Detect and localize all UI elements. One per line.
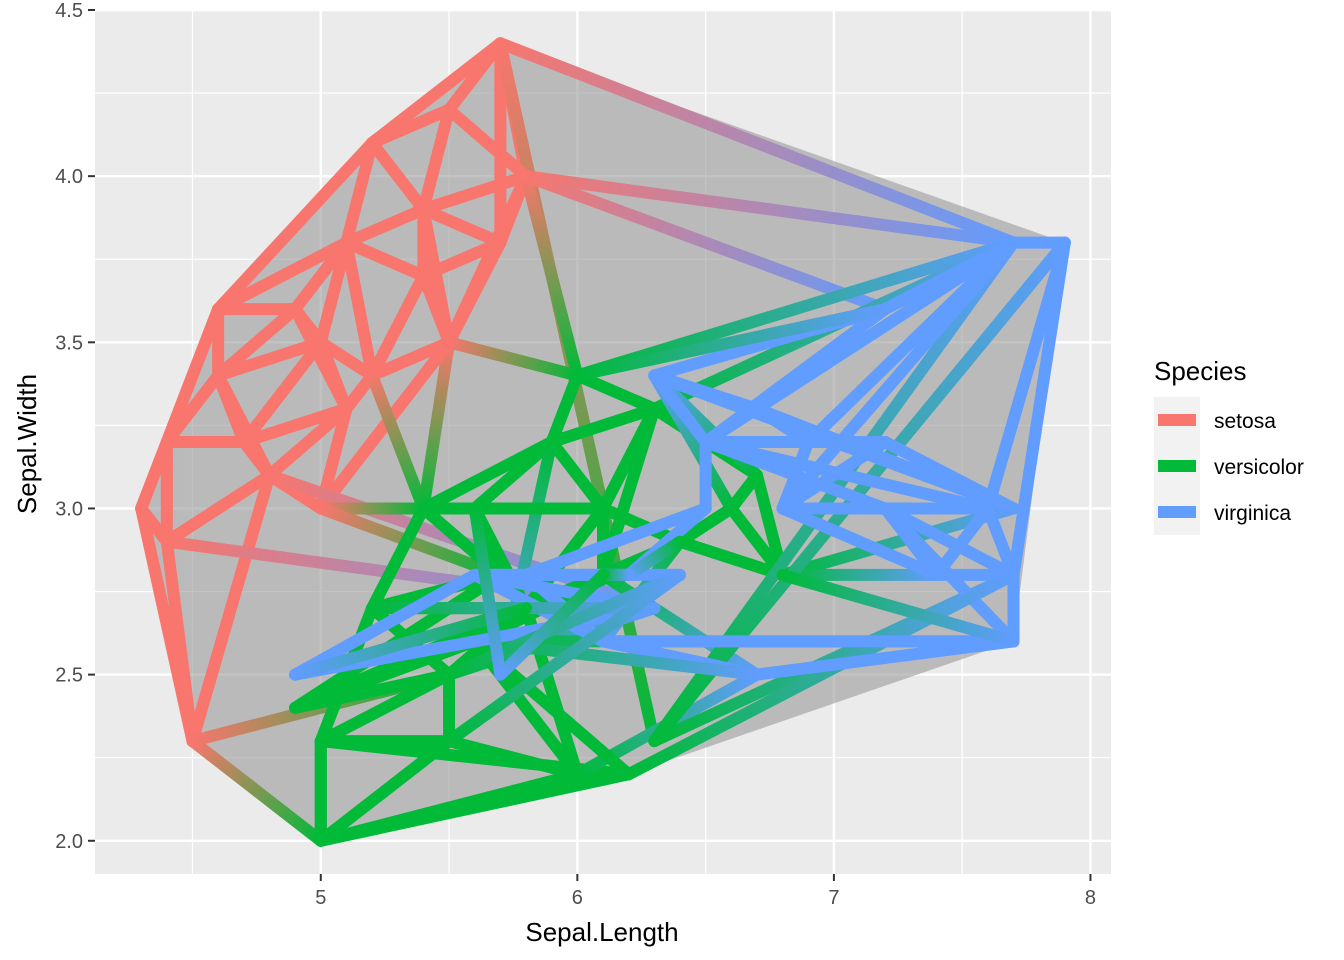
network-edge bbox=[468, 436, 558, 515]
network-edge bbox=[366, 103, 456, 149]
network-edge bbox=[314, 236, 353, 349]
network-edge bbox=[443, 103, 533, 183]
network-edge bbox=[879, 502, 1020, 581]
legend-label-versicolor: versicolor bbox=[1214, 456, 1304, 479]
x-tick-label: 5 bbox=[315, 887, 326, 909]
network-edge bbox=[520, 170, 1020, 249]
network-edge bbox=[366, 369, 430, 515]
network-edge bbox=[545, 402, 661, 448]
network-edge bbox=[673, 535, 789, 581]
network-edge bbox=[160, 535, 199, 748]
network-edge bbox=[443, 735, 584, 781]
y-tick-label: 4.0 bbox=[55, 166, 83, 188]
network-edge bbox=[340, 136, 379, 249]
network-edge bbox=[571, 303, 892, 382]
y-tick-label: 3.0 bbox=[55, 498, 83, 520]
network-edge bbox=[443, 236, 507, 349]
legend-title: Species bbox=[1154, 356, 1247, 386]
network-edge bbox=[545, 436, 609, 515]
network-edge bbox=[366, 502, 430, 615]
y-tick-label: 4.5 bbox=[55, 0, 83, 22]
network-edge bbox=[212, 336, 327, 382]
y-tick-label: 2.0 bbox=[55, 831, 83, 853]
network-edge bbox=[160, 469, 276, 548]
network-edge bbox=[750, 469, 789, 581]
network-edge bbox=[417, 103, 456, 216]
network-edge bbox=[314, 336, 353, 415]
network-edge bbox=[289, 568, 481, 681]
network-edge bbox=[366, 37, 507, 149]
network-edge bbox=[622, 568, 1020, 781]
network-edge bbox=[571, 369, 661, 415]
network-edge bbox=[673, 502, 738, 548]
network-edge bbox=[571, 236, 1020, 382]
network-edge bbox=[417, 236, 507, 282]
network-edge bbox=[622, 535, 686, 581]
y-axis-title: Sepal.Width bbox=[12, 374, 42, 514]
network-edge bbox=[1007, 236, 1071, 581]
network-edge bbox=[340, 236, 430, 282]
network-edge bbox=[520, 170, 584, 382]
network-edge bbox=[237, 336, 327, 448]
network-edge bbox=[417, 203, 507, 249]
network-edge bbox=[520, 502, 712, 581]
network-edge bbox=[545, 369, 584, 448]
network-edge bbox=[186, 469, 276, 748]
network-edge bbox=[340, 236, 379, 382]
legend: Species setosa versicolor virginica bbox=[1154, 356, 1304, 535]
legend-label-setosa: setosa bbox=[1214, 410, 1276, 433]
network-edge bbox=[237, 402, 353, 448]
network-edge bbox=[417, 336, 456, 515]
network-edge bbox=[699, 303, 892, 448]
network-edge bbox=[417, 269, 456, 349]
network-edge bbox=[776, 502, 943, 581]
network-edge bbox=[494, 37, 1020, 249]
network-edge bbox=[186, 735, 327, 847]
network-edge bbox=[776, 568, 1020, 648]
network-edge bbox=[366, 336, 456, 382]
network-edge bbox=[314, 668, 456, 748]
network-edge bbox=[366, 269, 430, 382]
legend-label-virginica: virginica bbox=[1214, 502, 1291, 525]
network-edge bbox=[314, 735, 456, 847]
network-edge bbox=[135, 303, 225, 515]
network-edge bbox=[443, 568, 686, 748]
network-edge bbox=[648, 369, 712, 448]
network-edge bbox=[366, 136, 430, 216]
network-edge bbox=[212, 136, 379, 316]
network-edge bbox=[263, 402, 353, 482]
y-axis: 2.0 2.5 3.0 3.5 4.0 4.5 bbox=[55, 0, 95, 853]
network-edge bbox=[417, 170, 533, 216]
network-edge bbox=[212, 303, 302, 382]
network-edge bbox=[237, 436, 276, 482]
network-edge bbox=[648, 236, 1071, 748]
network-edges bbox=[135, 37, 1071, 847]
network-edge bbox=[443, 568, 686, 681]
network-edge bbox=[212, 236, 353, 316]
network-edge bbox=[494, 568, 609, 681]
network-edge bbox=[314, 768, 635, 847]
network-edge bbox=[468, 502, 507, 681]
x-tick-label: 7 bbox=[828, 887, 839, 909]
x-axis-title: Sepal.Length bbox=[525, 917, 678, 947]
network-edge bbox=[699, 436, 892, 515]
network-edge bbox=[340, 203, 430, 249]
network-edge bbox=[520, 170, 892, 316]
x-tick-label: 8 bbox=[1085, 887, 1096, 909]
x-tick-label: 6 bbox=[572, 887, 583, 909]
x-axis: 5 6 7 8 bbox=[315, 874, 1096, 909]
network-edge bbox=[981, 502, 1020, 581]
network-edge bbox=[879, 436, 1020, 515]
y-tick-label: 3.5 bbox=[55, 332, 83, 354]
network-edge bbox=[443, 336, 584, 382]
y-tick-label: 2.5 bbox=[55, 665, 83, 687]
